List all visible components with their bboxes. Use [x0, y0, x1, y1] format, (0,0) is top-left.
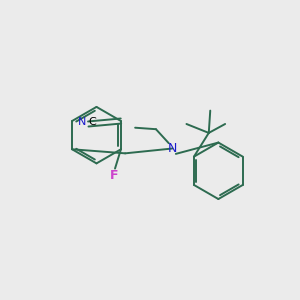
Text: C: C	[88, 117, 96, 127]
Text: N: N	[168, 142, 177, 155]
Text: F: F	[110, 169, 119, 182]
Text: N: N	[77, 117, 86, 127]
